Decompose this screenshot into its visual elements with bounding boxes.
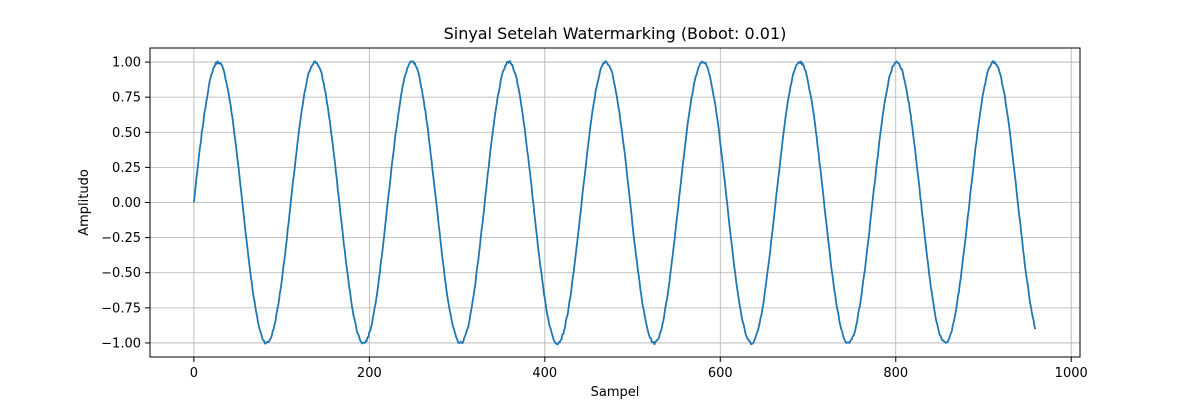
y-tick-label: 0.75 [112,91,141,106]
chart-title: Sinyal Setelah Watermarking (Bobot: 0.01… [444,24,787,43]
y-axis-title: Amplitudo [77,169,92,236]
x-tick-label: 0 [190,366,198,381]
x-tick-label: 200 [357,366,382,381]
y-tick-label: 0.25 [112,161,141,176]
grid [150,48,1080,357]
x-tick-label: 800 [883,366,908,381]
y-tick-label: 1.00 [112,56,141,71]
ticks: 0 200 400 600 800 1000 1.00 0.75 0.50 0.25 0.00 −0.… [101,56,1088,381]
y-tick-label: −1.00 [101,336,141,351]
y-tick-label: −0.25 [101,231,141,246]
x-tick-label: 600 [708,366,733,381]
y-tick-label: 0.00 [112,196,141,211]
x-tick-label: 1000 [1055,366,1088,381]
series-line-signal [192,60,1037,346]
x-tick-label: 400 [532,366,557,381]
y-tick-label: −0.75 [101,301,141,316]
x-axis-title: Sampel [591,385,640,400]
series-layer [192,60,1037,346]
y-tick-label: 0.50 [112,126,141,141]
y-tick-label: −0.50 [101,266,141,281]
